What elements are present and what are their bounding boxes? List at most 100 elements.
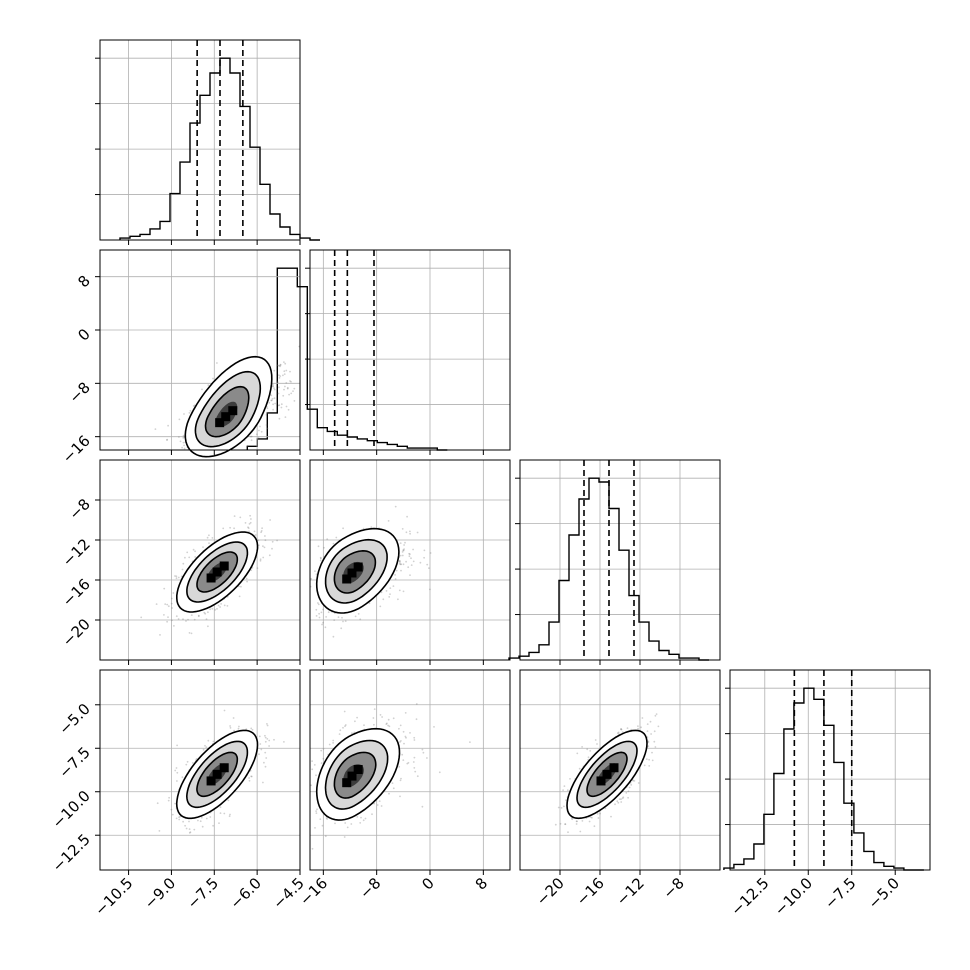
sample-point bbox=[327, 611, 330, 614]
sample-point bbox=[410, 557, 412, 560]
sample-point bbox=[163, 614, 165, 616]
sample-point bbox=[408, 552, 410, 555]
sample-point bbox=[399, 563, 402, 566]
sample-point bbox=[212, 740, 215, 743]
sample-point bbox=[266, 407, 269, 410]
sample-point bbox=[651, 759, 654, 762]
sample-point bbox=[412, 761, 415, 763]
sample-point bbox=[257, 544, 260, 547]
sample-point bbox=[388, 596, 391, 598]
sample-point bbox=[269, 519, 271, 521]
sample-point bbox=[581, 820, 584, 822]
sample-point bbox=[363, 724, 365, 727]
sample-point bbox=[258, 753, 260, 756]
sample-point bbox=[263, 761, 265, 764]
sample-point bbox=[616, 800, 619, 803]
sample-point bbox=[338, 733, 341, 735]
sample-point bbox=[581, 746, 583, 748]
sample-point bbox=[398, 562, 401, 565]
sample-point bbox=[256, 433, 258, 436]
sample-point bbox=[373, 708, 376, 710]
sample-point bbox=[250, 727, 253, 730]
sample-point bbox=[567, 831, 569, 834]
sample-point bbox=[408, 555, 411, 558]
sample-point bbox=[362, 819, 365, 822]
y-tick-label: −10.0 bbox=[49, 787, 94, 832]
sample-point bbox=[278, 377, 281, 379]
sample-point bbox=[159, 634, 161, 636]
sample-point bbox=[217, 604, 220, 607]
sample-point bbox=[318, 616, 321, 619]
sample-point bbox=[185, 827, 188, 830]
sample-point bbox=[407, 761, 410, 764]
sample-point bbox=[344, 724, 347, 726]
sample-point bbox=[350, 823, 353, 825]
sample-point bbox=[188, 632, 191, 634]
sample-point bbox=[177, 576, 180, 579]
sample-point bbox=[280, 406, 283, 409]
histogram-panel-1 bbox=[246, 249, 511, 451]
sample-point bbox=[333, 619, 336, 621]
sample-point bbox=[163, 587, 166, 590]
sample-point bbox=[650, 733, 652, 735]
sample-point bbox=[205, 746, 208, 748]
sample-point bbox=[398, 560, 401, 563]
sample-point bbox=[203, 611, 206, 614]
sample-point bbox=[614, 803, 616, 806]
x-tick-label: 8 bbox=[472, 874, 491, 893]
sample-point bbox=[258, 429, 260, 432]
sample-point bbox=[344, 822, 347, 824]
y-tick-label: 8 bbox=[74, 272, 93, 291]
density-peak bbox=[228, 406, 238, 416]
sample-point bbox=[342, 527, 344, 530]
sample-point bbox=[317, 602, 319, 604]
sample-point bbox=[194, 556, 197, 558]
sample-point bbox=[201, 388, 203, 391]
sample-point bbox=[175, 817, 178, 820]
sample-point bbox=[641, 717, 644, 719]
histogram-step bbox=[723, 687, 924, 871]
sample-point bbox=[368, 602, 371, 605]
sample-point bbox=[191, 762, 194, 764]
scatter-panel-2-1 bbox=[309, 459, 511, 661]
sample-point bbox=[283, 373, 286, 375]
sample-point bbox=[359, 822, 362, 824]
sample-point bbox=[404, 735, 407, 738]
sample-point bbox=[182, 434, 185, 437]
density-peak bbox=[212, 769, 222, 779]
y-tick-label: −20 bbox=[59, 615, 94, 650]
y-tick-label: −12 bbox=[59, 535, 94, 570]
sample-point bbox=[156, 802, 159, 805]
sample-point bbox=[270, 394, 273, 397]
sample-point bbox=[326, 818, 328, 820]
sample-point bbox=[648, 758, 650, 761]
sample-point bbox=[175, 577, 178, 580]
sample-point bbox=[266, 411, 269, 414]
sample-point bbox=[279, 363, 282, 366]
sample-point bbox=[166, 620, 169, 623]
sample-point bbox=[380, 591, 383, 594]
sample-point bbox=[399, 779, 402, 782]
sample-point bbox=[640, 726, 642, 729]
sample-point bbox=[469, 741, 471, 743]
sample-point bbox=[620, 728, 623, 731]
sample-point bbox=[589, 750, 592, 752]
sample-point bbox=[380, 805, 383, 807]
sample-point bbox=[277, 392, 280, 395]
sample-point bbox=[266, 427, 269, 430]
sample-point bbox=[202, 748, 205, 751]
sample-point bbox=[387, 520, 390, 522]
sample-point bbox=[357, 613, 360, 615]
sample-point bbox=[181, 776, 184, 779]
sample-point bbox=[354, 615, 357, 618]
sample-point bbox=[211, 537, 214, 539]
sample-point bbox=[279, 364, 282, 366]
sample-point bbox=[398, 589, 401, 592]
sample-point bbox=[158, 830, 161, 832]
sample-point bbox=[174, 575, 176, 577]
panel-frame bbox=[519, 459, 721, 661]
sample-point bbox=[569, 778, 571, 780]
sample-point bbox=[564, 823, 567, 826]
sample-point bbox=[637, 782, 640, 784]
